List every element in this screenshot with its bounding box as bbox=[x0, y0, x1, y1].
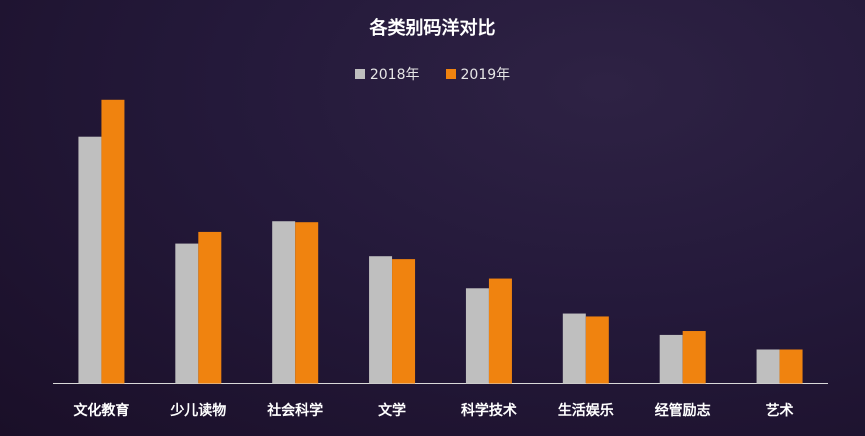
chart-legend: 2018年 2019年 bbox=[0, 64, 865, 84]
bar-2018-3 bbox=[369, 256, 393, 384]
x-tick-label: 艺术 bbox=[766, 402, 794, 419]
bar-2019-4 bbox=[488, 278, 512, 384]
legend-label-2018: 2018年 bbox=[369, 67, 420, 83]
bar-2018-0 bbox=[78, 136, 102, 384]
bar-2019-7 bbox=[779, 349, 803, 384]
bar-2018-1 bbox=[175, 243, 199, 384]
legend-item-2018: 2018年 bbox=[354, 64, 420, 84]
bar-2018-5 bbox=[562, 313, 586, 384]
legend-label-2019: 2019年 bbox=[460, 67, 511, 83]
bar-2018-4 bbox=[465, 288, 489, 384]
chart-title: 各类别码洋对比 bbox=[369, 18, 496, 39]
bar-2019-0 bbox=[101, 99, 125, 384]
x-tick-label: 文学 bbox=[378, 402, 406, 419]
legend-swatch-2018 bbox=[354, 69, 365, 79]
x-tick-label: 生活娱乐 bbox=[558, 402, 614, 419]
bar-2019-3 bbox=[392, 259, 416, 384]
bar-2018-7 bbox=[756, 349, 780, 384]
bar-2019-6 bbox=[682, 331, 706, 384]
bar-2019-2 bbox=[295, 222, 319, 384]
bar-2018-6 bbox=[659, 334, 683, 384]
x-tick-label: 经管励志 bbox=[655, 402, 711, 419]
x-tick-label: 科学技术 bbox=[461, 402, 517, 419]
x-tick-label: 少儿读物 bbox=[169, 402, 226, 419]
legend-item-2019: 2019年 bbox=[445, 64, 511, 84]
bar-2018-2 bbox=[272, 221, 296, 384]
x-tick-label: 社会科学 bbox=[266, 402, 323, 419]
x-tick-label: 文化教育 bbox=[73, 402, 129, 419]
bar-2019-5 bbox=[585, 316, 609, 384]
bar-2019-1 bbox=[198, 231, 222, 384]
legend-swatch-2019 bbox=[445, 69, 456, 79]
